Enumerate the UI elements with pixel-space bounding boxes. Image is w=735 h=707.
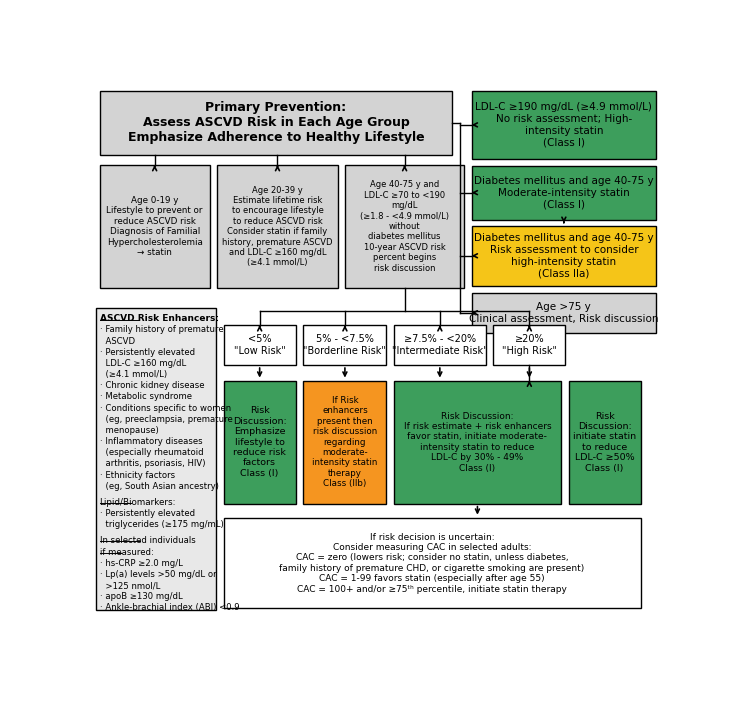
Text: LDL-C ≥190 mg/dL (≥4.9 mmol/L)
No risk assessment; High-
intensity statin
(Class: LDL-C ≥190 mg/dL (≥4.9 mmol/L) No risk a… [476, 103, 652, 147]
FancyBboxPatch shape [472, 91, 656, 159]
FancyBboxPatch shape [493, 325, 565, 365]
Text: (especially rheumatoid: (especially rheumatoid [100, 448, 204, 457]
Text: Diabetes mellitus and age 40-75 y
Risk assessment to consider
high-intensity sta: Diabetes mellitus and age 40-75 y Risk a… [474, 233, 653, 278]
Text: triglycerides (≥175 mg/mL): triglycerides (≥175 mg/mL) [100, 520, 223, 530]
FancyBboxPatch shape [472, 226, 656, 286]
Text: arthritis, psoriasis, HIV): arthritis, psoriasis, HIV) [100, 460, 205, 469]
FancyBboxPatch shape [96, 308, 216, 610]
Text: · Persistently elevated: · Persistently elevated [100, 509, 195, 518]
Text: Diabetes mellitus and age 40-75 y
Moderate-intensity statin
(Class I): Diabetes mellitus and age 40-75 y Modera… [474, 176, 653, 209]
Text: 5% - <7.5%
"Borderline Risk": 5% - <7.5% "Borderline Risk" [304, 334, 387, 356]
Text: >125 nmol/L: >125 nmol/L [100, 581, 160, 590]
FancyBboxPatch shape [568, 380, 641, 503]
Text: · Ankle-brachial index (ABI) <0.9: · Ankle-brachial index (ABI) <0.9 [100, 604, 240, 612]
Text: · Chronic kidney disease: · Chronic kidney disease [100, 381, 204, 390]
Text: · Family history of premature: · Family history of premature [100, 325, 223, 334]
Text: ASCVD Risk Enhancers:: ASCVD Risk Enhancers: [100, 315, 218, 323]
Text: · Inflammatory diseases: · Inflammatory diseases [100, 437, 202, 446]
FancyBboxPatch shape [472, 293, 656, 333]
Text: · hs-CRP ≥2.0 mg/L: · hs-CRP ≥2.0 mg/L [100, 559, 182, 568]
FancyBboxPatch shape [472, 165, 656, 220]
FancyBboxPatch shape [223, 518, 641, 609]
Text: · Lp(a) levels >50 mg/dL or: · Lp(a) levels >50 mg/dL or [100, 570, 216, 579]
Text: if measured:: if measured: [100, 548, 154, 556]
Text: (eg, preeclampsia, premature: (eg, preeclampsia, premature [100, 415, 232, 423]
FancyBboxPatch shape [223, 325, 295, 365]
FancyBboxPatch shape [345, 165, 464, 288]
FancyBboxPatch shape [394, 325, 486, 365]
Text: ASCVD: ASCVD [100, 337, 135, 346]
Text: ≥7.5% - <20%
"Intermediate Risk": ≥7.5% - <20% "Intermediate Risk" [392, 334, 487, 356]
Text: (≥4.1 mmol/L): (≥4.1 mmol/L) [100, 370, 167, 379]
Text: Risk
Discussion:
initiate statin
to reduce
LDL-C ≥50%
Class (I): Risk Discussion: initiate statin to redu… [573, 411, 636, 472]
Text: menopause): menopause) [100, 426, 158, 435]
FancyBboxPatch shape [223, 380, 295, 503]
Text: · apoB ≥130 mg/dL: · apoB ≥130 mg/dL [100, 592, 182, 602]
Text: <5%
"Low Risk": <5% "Low Risk" [234, 334, 285, 356]
Text: Risk Discussion:
If risk estimate + risk enhancers
favor statin, initiate modera: Risk Discussion: If risk estimate + risk… [404, 411, 551, 472]
Text: ≥20%
"High Risk": ≥20% "High Risk" [502, 334, 557, 356]
Text: · Ethnicity factors: · Ethnicity factors [100, 471, 175, 479]
Text: In selected individuals: In selected individuals [100, 537, 196, 546]
Text: If Risk
enhancers
present then
risk discussion
regarding
moderate-
intensity sta: If Risk enhancers present then risk disc… [312, 396, 378, 489]
Text: If risk decision is uncertain:
Consider measuring CAC in selected adults:
CAC = : If risk decision is uncertain: Consider … [279, 532, 585, 593]
FancyBboxPatch shape [304, 325, 387, 365]
FancyBboxPatch shape [218, 165, 337, 288]
Text: (eg, South Asian ancestry): (eg, South Asian ancestry) [100, 481, 218, 491]
Text: Age 20-39 y
Estimate lifetime risk
to encourage lifestyle
to reduce ASCVD risk
C: Age 20-39 y Estimate lifetime risk to en… [222, 186, 333, 267]
Text: · Conditions specific to women: · Conditions specific to women [100, 404, 231, 413]
Text: · Metabolic syndrome: · Metabolic syndrome [100, 392, 192, 402]
Text: Primary Prevention:
Assess ASCVD Risk in Each Age Group
Emphasize Adherence to H: Primary Prevention: Assess ASCVD Risk in… [128, 102, 424, 144]
FancyBboxPatch shape [304, 380, 387, 503]
FancyBboxPatch shape [100, 165, 209, 288]
Text: Age 40-75 y and
LDL-C ≥70 to <190
mg/dL
(≥1.8 - <4.9 mmol/L)
without
diabetes me: Age 40-75 y and LDL-C ≥70 to <190 mg/dL … [360, 180, 449, 273]
Text: Age 0-19 y
Lifestyle to prevent or
reduce ASCVD risk
Diagnosis of Familial
Hyper: Age 0-19 y Lifestyle to prevent or reduc… [107, 196, 203, 257]
Text: Age >75 y
Clinical assessment, Risk discussion: Age >75 y Clinical assessment, Risk disc… [469, 302, 659, 324]
FancyBboxPatch shape [100, 91, 452, 155]
Text: · Persistently elevated: · Persistently elevated [100, 348, 195, 357]
Text: LDL-C ≥160 mg/dL: LDL-C ≥160 mg/dL [100, 359, 186, 368]
Text: Lipid/Biomarkers:: Lipid/Biomarkers: [100, 498, 176, 507]
FancyBboxPatch shape [394, 380, 561, 503]
Text: Risk
Discussion:
Emphasize
lifestyle to
reduce risk
factors
Class (I): Risk Discussion: Emphasize lifestyle to … [233, 407, 287, 478]
